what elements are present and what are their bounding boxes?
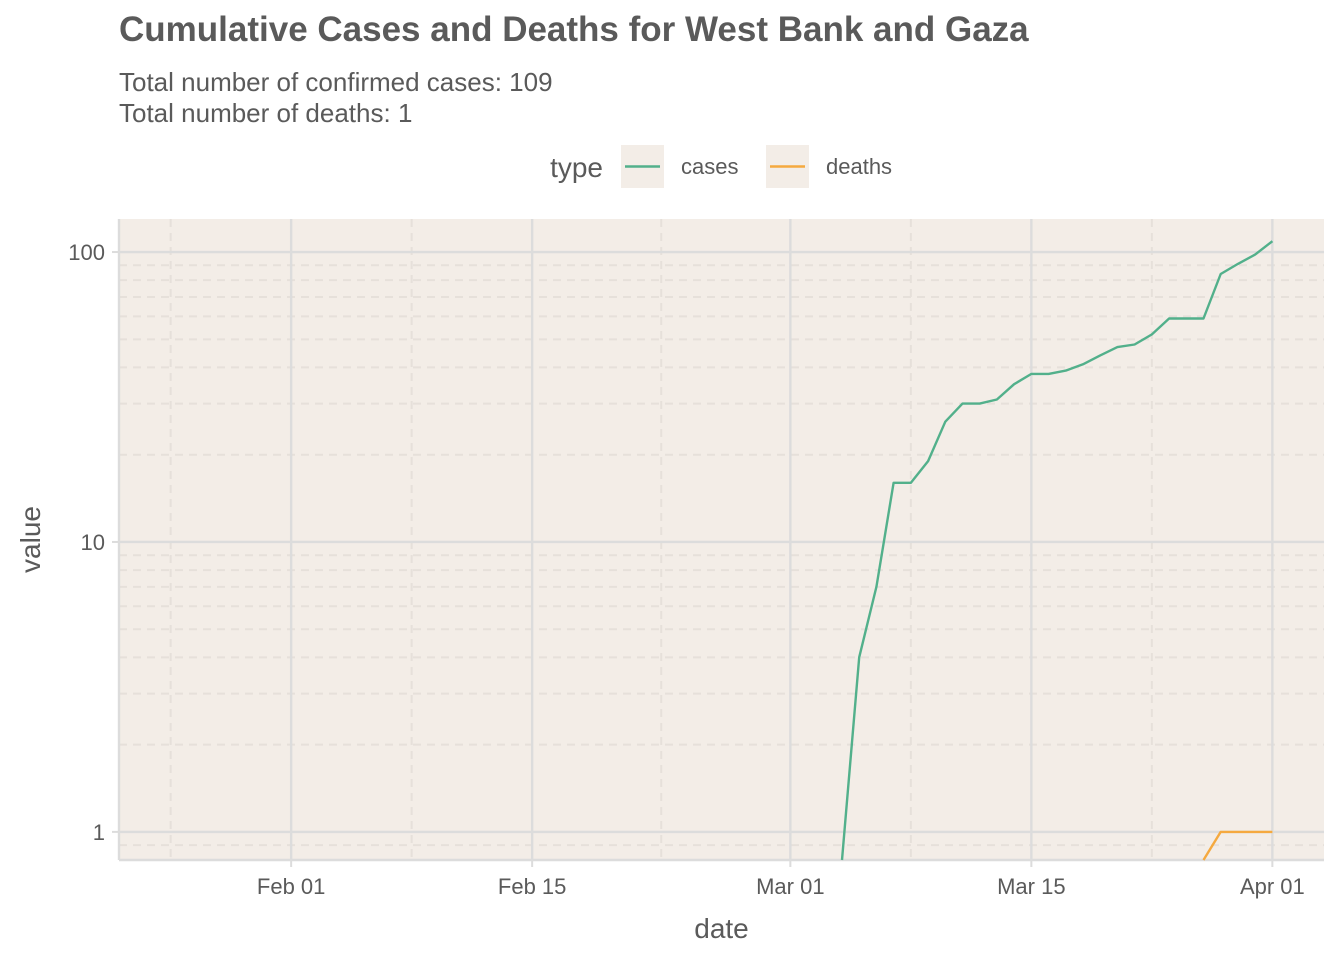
legend: type cases deaths [550,145,892,188]
x-tick-label: Feb 01 [257,874,326,899]
series-lines [840,240,1274,861]
x-tick-label: Mar 15 [997,874,1065,899]
plot-panel [119,219,1324,860]
chart-subtitle: Total number of confirmed cases: 109 Tot… [119,67,553,129]
panel-background [119,219,1324,860]
y-tick-label: 100 [68,240,105,265]
y-tick-label: 10 [81,530,105,555]
chart-title: Cumulative Cases and Deaths for West Ban… [119,10,1029,49]
x-tick-label: Mar 01 [756,874,824,899]
legend-label-deaths: deaths [826,154,892,179]
series-line-deaths [1202,830,1273,861]
subtitle-line-deaths: Total number of deaths: 1 [119,98,413,128]
series-line-cases [840,240,1274,861]
x-tick-label: Feb 15 [498,874,567,899]
x-axis-title: date [694,913,749,944]
y-axis-title: value [15,506,46,573]
x-axis: Feb 01 Feb 15 Mar 01 Mar 15 Apr 01 date [119,858,1324,944]
x-tick-label: Apr 01 [1240,874,1305,899]
legend-label-cases: cases [681,154,738,179]
subtitle-line-cases: Total number of confirmed cases: 109 [119,67,553,97]
legend-title: type [550,152,603,183]
y-axis: 1 10 100 value [15,219,121,860]
y-tick-label: 1 [93,820,105,845]
